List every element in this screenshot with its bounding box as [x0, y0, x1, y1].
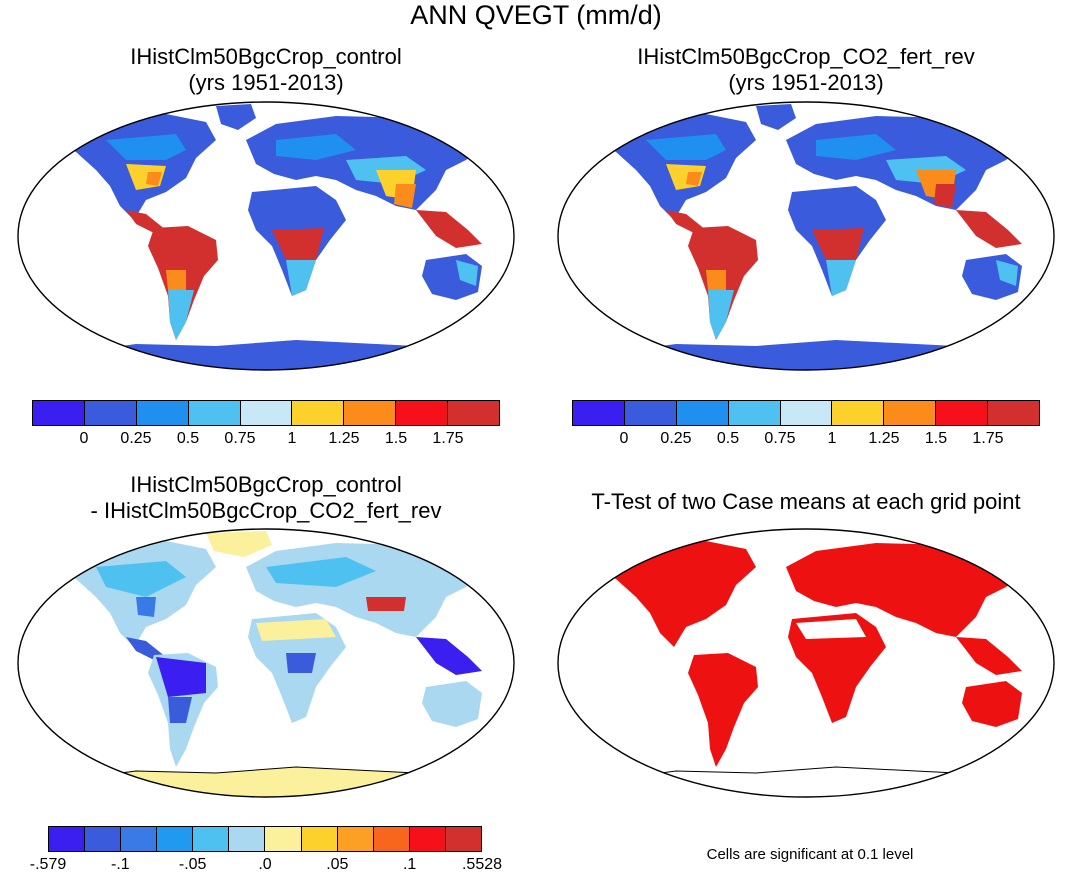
colorbar-control-swatch — [33, 401, 85, 425]
colorbar-co2-fert-rev-label: 1.75 — [972, 430, 1004, 447]
colorbar-co2-fert-rev-swatch — [936, 401, 989, 425]
panel-1-title: IHistClm50BgcCrop_control (yrs 1951-2013… — [16, 44, 516, 96]
colorbar-co2-fert-rev-swatch — [624, 401, 677, 425]
panel-4-title-line1: T-Test of two Case means at each grid po… — [591, 489, 1021, 514]
colorbar-co2-fert-rev-label: 0 — [619, 430, 629, 447]
colorbar-difference-swatch — [193, 827, 230, 851]
colorbar-co2-fert-rev-label: 0.25 — [660, 430, 692, 447]
colorbar-difference-swatch — [265, 827, 302, 851]
colorbar-control-label: 1 — [287, 430, 297, 447]
colorbar-control-swatch — [84, 401, 137, 425]
greenland — [216, 104, 256, 130]
colorbar-co2-fert-rev-swatch — [988, 401, 1040, 425]
colorbar-difference-swatch — [85, 827, 122, 851]
colorbar-difference-label: -.05 — [178, 856, 207, 873]
panel-1-title-line1: IHistClm50BgcCrop_control — [130, 44, 402, 69]
panel-3-title: IHistClm50BgcCrop_control - IHistClm50Bg… — [16, 472, 516, 524]
colorbar-co2-fert-rev-swatch — [728, 401, 781, 425]
colorbar-difference-swatch — [337, 827, 374, 851]
colorbar-difference-label: .0 — [258, 856, 272, 873]
colorbar-difference — [48, 826, 482, 852]
colorbar-difference-swatch — [229, 827, 266, 851]
panel-4-title: T-Test of two Case means at each grid po… — [536, 489, 1072, 515]
colorbar-control-label: 1.25 — [328, 430, 360, 447]
panel-1-title-line2: (yrs 1951-2013) — [188, 70, 344, 95]
colorbar-difference-label: .1 — [402, 856, 417, 873]
south-america — [688, 653, 758, 767]
australia — [962, 681, 1022, 727]
colorbar-control-swatch — [396, 401, 449, 425]
colorbar-control-label: 0 — [79, 430, 89, 447]
map-co2-fert-rev — [557, 101, 1055, 371]
colorbar-co2-fert-rev-swatch — [884, 401, 937, 425]
colorbar-co2-fert-rev-swatch — [780, 401, 833, 425]
colorbar-co2-fert-rev-label: 0.5 — [716, 430, 740, 447]
colorbar-difference-swatch — [121, 827, 158, 851]
colorbar-difference-swatch — [49, 827, 86, 851]
north-america — [596, 541, 756, 647]
colorbar-co2-fert-rev-label: 1.25 — [868, 430, 900, 447]
colorbar-control-label: 1.75 — [432, 430, 464, 447]
colorbar-co2-fert-rev-swatch — [676, 401, 729, 425]
figure-title: ANN QVEGT (mm/d) — [410, 0, 662, 30]
greenland — [756, 104, 796, 130]
colorbar-difference-label: -.579 — [29, 856, 67, 873]
greenland — [206, 531, 272, 557]
colorbar-co2-fert-rev-swatch — [832, 401, 885, 425]
colorbar-co2-fert-rev-label: 1.5 — [924, 430, 948, 447]
colorbar-co2-fert-rev — [572, 400, 1040, 426]
colorbar-co2-fert-rev-label: 1 — [827, 430, 837, 447]
colorbar-control-swatch — [136, 401, 189, 425]
panel-2-title-line1: IHistClm50BgcCrop_CO2_fert_rev — [637, 44, 975, 69]
colorbar-control-label: 0.5 — [176, 430, 200, 447]
map-significance — [557, 528, 1055, 798]
colorbar-control-swatch — [344, 401, 397, 425]
colorbar-control-label: 0.75 — [224, 430, 256, 447]
africa — [788, 613, 886, 723]
colorbar-difference-swatch — [445, 827, 481, 851]
colorbar-control-swatch — [292, 401, 345, 425]
colorbar-difference-swatch — [409, 827, 446, 851]
map-difference — [17, 528, 515, 798]
colorbar-difference-label: .5528 — [461, 856, 503, 873]
colorbar-difference-swatch — [301, 827, 338, 851]
map-control — [17, 101, 515, 371]
colorbar-control — [32, 400, 500, 426]
panel-3-title-line2: - IHistClm50BgcCrop_CO2_fert_rev — [90, 498, 442, 523]
colorbar-control-label: 0.25 — [120, 430, 152, 447]
colorbar-control-swatch — [448, 401, 500, 425]
colorbar-co2-fert-rev-label: 0.75 — [764, 430, 796, 447]
panel-3-title-line1: IHistClm50BgcCrop_control — [130, 472, 402, 497]
colorbar-co2-fert-rev-swatch — [573, 401, 625, 425]
panel-2-title-line2: (yrs 1951-2013) — [728, 70, 884, 95]
colorbar-difference-swatch — [157, 827, 194, 851]
colorbar-difference-label: -.1 — [110, 856, 130, 873]
panel-2-title: IHistClm50BgcCrop_CO2_fert_rev (yrs 1951… — [556, 44, 1056, 96]
colorbar-difference-swatch — [373, 827, 410, 851]
colorbar-control-swatch — [240, 401, 293, 425]
australia — [422, 681, 482, 727]
colorbar-control-label: 1.5 — [384, 430, 408, 447]
colorbar-difference-label: .05 — [326, 856, 349, 873]
eurasia — [786, 543, 1026, 637]
significance-note: Cells are significant at 0.1 level — [706, 846, 914, 863]
colorbar-control-swatch — [188, 401, 241, 425]
